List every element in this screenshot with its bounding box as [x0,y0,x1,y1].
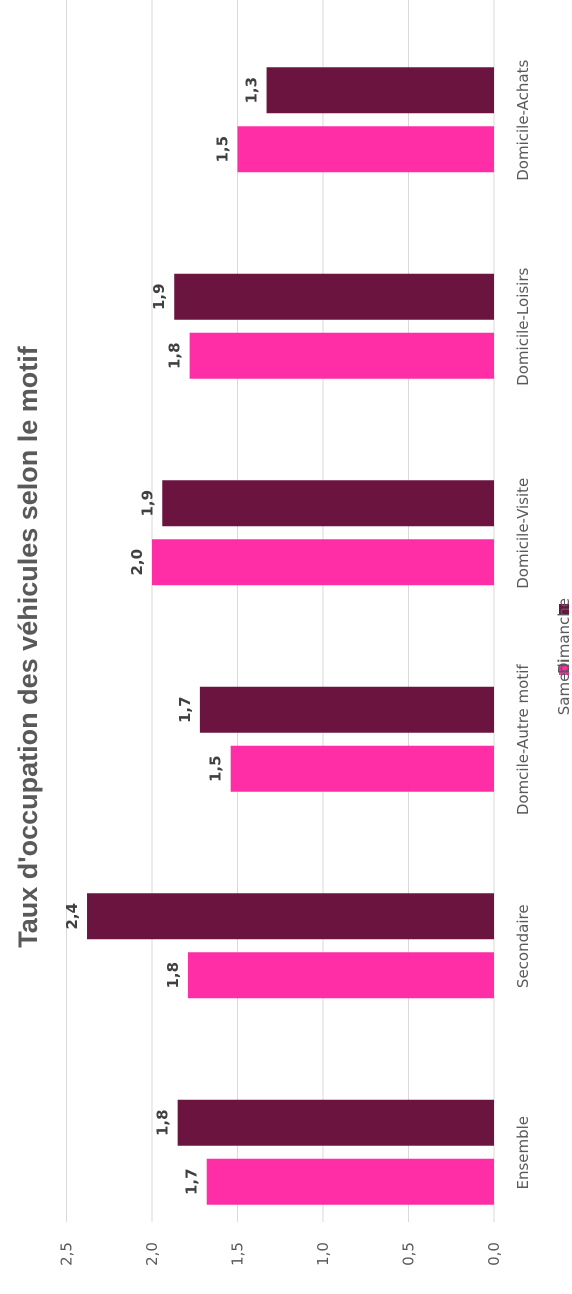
bars [87,67,495,1205]
data-label: 1,9 [138,490,156,517]
bar-samedi [187,952,494,999]
value-tick-label: 2,0 [143,1242,161,1266]
value-tick-label: 0,0 [485,1242,503,1266]
gridlines [66,0,495,1222]
data-label: 1,8 [166,342,184,369]
category-label: Domicile-Achats [514,60,532,181]
data-label: 2,0 [128,549,146,576]
bar-samedi [206,1158,494,1205]
category-label: Secondaire [514,904,532,988]
data-label: 2,4 [63,903,81,930]
data-label: 1,7 [183,1168,201,1195]
data-label: 1,3 [243,77,261,104]
value-tick-label: 1,0 [314,1242,332,1266]
data-label: 1,5 [207,755,225,782]
value-tick-label: 1,5 [229,1242,247,1266]
data-label: 1,9 [150,283,168,310]
data-label: 1,7 [176,696,194,723]
category-label: Ensemble [514,1116,532,1190]
chart-title: Taux d'occupation des véhicules selon le… [13,345,43,948]
bar-dimanche [87,893,495,940]
bar-dimanche [162,480,494,527]
legend-swatch-samedi [559,665,569,675]
legend-label-samedi: Samedi [555,659,572,715]
data-label: 1,5 [214,136,232,163]
bar-dimanche [199,686,494,733]
category-axis: Domicile-Achats Domicile-Loisirs Domicile-… [514,60,532,1190]
bar-dimanche [177,1099,494,1146]
legend-label-dimanche: Dimanche [555,598,572,674]
data-label: 1,8 [154,1109,172,1136]
data-label: 1,8 [164,962,182,989]
category-label: Domicile-Loisirs [514,268,532,386]
data-labels: 1,3 1,5 1,9 1,8 1,9 2,0 1,7 1,5 2,4 1,8 1,8 1,7 [63,77,261,1195]
bar-samedi [152,539,494,586]
bar-dimanche [174,273,495,320]
bar-samedi [230,745,494,792]
category-label: Domicile-Visite [514,478,532,589]
value-axis: 0,0 0,5 1,0 1,5 2,0 2,5 [58,1242,504,1266]
bar-samedi [189,332,494,379]
legend-swatch-dimanche [559,604,569,614]
category-label: Domcile-Autre motif [514,664,532,816]
bar-dimanche [266,67,494,114]
value-tick-label: 2,5 [58,1242,76,1266]
bar-samedi [237,126,494,173]
value-tick-label: 0,5 [400,1242,418,1266]
